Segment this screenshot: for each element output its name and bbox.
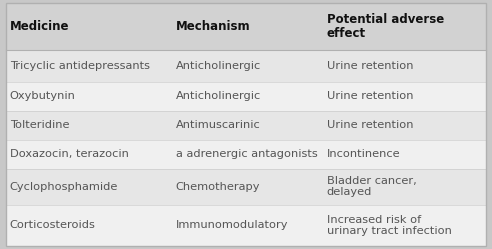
Text: Tolteridine: Tolteridine — [10, 120, 69, 130]
Bar — [6, 169, 172, 205]
Bar — [323, 82, 486, 111]
Bar — [172, 205, 323, 246]
Bar — [6, 205, 172, 246]
Text: Cyclophosphamide: Cyclophosphamide — [10, 182, 118, 191]
Text: Antimuscarinic: Antimuscarinic — [176, 120, 260, 130]
Bar — [6, 50, 172, 82]
Text: Mechanism: Mechanism — [176, 20, 250, 33]
Bar — [323, 3, 486, 50]
Text: Increased risk of
urinary tract infection: Increased risk of urinary tract infectio… — [327, 215, 452, 236]
Text: Anticholinergic: Anticholinergic — [176, 91, 261, 101]
Bar — [323, 111, 486, 140]
Text: Oxybutynin: Oxybutynin — [10, 91, 76, 101]
Bar — [323, 169, 486, 205]
Text: Potential adverse
effect: Potential adverse effect — [327, 13, 444, 40]
Bar — [323, 50, 486, 82]
Bar — [172, 3, 323, 50]
Text: a adrenergic antagonists: a adrenergic antagonists — [176, 149, 317, 159]
Bar — [172, 111, 323, 140]
Text: Urine retention: Urine retention — [327, 61, 413, 71]
Bar — [323, 205, 486, 246]
Text: Corticosteroids: Corticosteroids — [10, 220, 96, 230]
Bar — [172, 140, 323, 169]
Text: Anticholinergic: Anticholinergic — [176, 61, 261, 71]
Text: Incontinence: Incontinence — [327, 149, 400, 159]
Bar — [172, 82, 323, 111]
Bar — [6, 3, 172, 50]
Bar — [6, 82, 172, 111]
Text: Medicine: Medicine — [10, 20, 69, 33]
Text: Doxazocin, terazocin: Doxazocin, terazocin — [10, 149, 129, 159]
Bar — [172, 169, 323, 205]
Bar — [172, 50, 323, 82]
Text: Immunomodulatory: Immunomodulatory — [176, 220, 288, 230]
Bar — [6, 140, 172, 169]
Text: Bladder cancer,
delayed: Bladder cancer, delayed — [327, 176, 417, 197]
Text: Urine retention: Urine retention — [327, 91, 413, 101]
Text: Urine retention: Urine retention — [327, 120, 413, 130]
Bar — [323, 140, 486, 169]
Bar — [6, 111, 172, 140]
Text: Tricyclic antidepressants: Tricyclic antidepressants — [10, 61, 150, 71]
Text: Chemotherapy: Chemotherapy — [176, 182, 260, 191]
